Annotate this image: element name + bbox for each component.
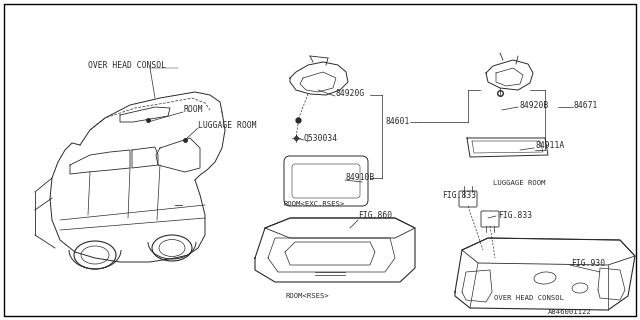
Text: FIG.860: FIG.860	[358, 212, 392, 220]
Text: ROOM<RSES>: ROOM<RSES>	[285, 293, 329, 299]
Text: A846001122: A846001122	[548, 309, 592, 315]
Text: 84601: 84601	[385, 117, 410, 126]
Text: FIG.833: FIG.833	[442, 191, 476, 201]
Text: FIG.833: FIG.833	[498, 211, 532, 220]
Text: ROOM: ROOM	[183, 106, 202, 115]
Text: Q530034: Q530034	[304, 133, 338, 142]
Text: LUGGAGE ROOM: LUGGAGE ROOM	[493, 180, 545, 186]
Text: LUGGAGE ROOM: LUGGAGE ROOM	[198, 122, 257, 131]
Text: 84920B: 84920B	[520, 100, 549, 109]
Text: OVER HEAD CONSOL: OVER HEAD CONSOL	[88, 60, 166, 69]
Text: 84910B: 84910B	[345, 173, 374, 182]
Text: 84920G: 84920G	[335, 89, 364, 98]
Text: OVER HEAD CONSOL: OVER HEAD CONSOL	[494, 295, 564, 301]
Text: FIG.930: FIG.930	[571, 259, 605, 268]
Text: ROOM<EXC.RSES>: ROOM<EXC.RSES>	[283, 201, 344, 207]
Text: 84671: 84671	[574, 100, 598, 109]
Text: 84911A: 84911A	[536, 141, 565, 150]
